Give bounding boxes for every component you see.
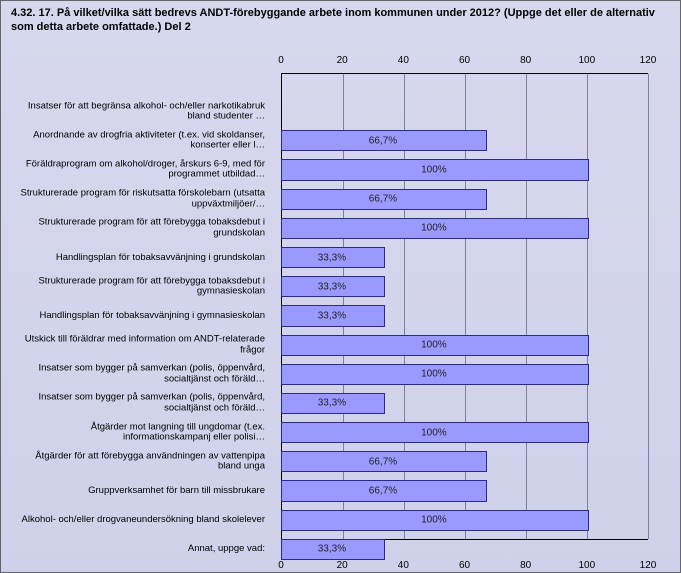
bar-row: Föräldraprogram om alkohol/droger, årsku… [11, 155, 648, 184]
x-tick-label: 40 [398, 55, 409, 66]
bar-label: Anordnande av drogfria aktiviteter (t.ex… [11, 130, 273, 151]
bar-value-label: 100% [421, 223, 447, 234]
bar-row: Alkohol- och/eller drogvaneundersökning … [11, 506, 648, 535]
bar-row: Insatser för att begränsa alkohol- och/e… [11, 97, 648, 126]
bar-value-label: 100% [421, 427, 447, 438]
bar-rows: Insatser för att begränsa alkohol- och/e… [11, 73, 648, 540]
bar-label: Åtgärder för att förebygga användningen … [11, 451, 273, 472]
bar-label: Gruppverksamhet för barn till missbrukar… [11, 486, 273, 496]
x-tick-label: 0 [278, 55, 284, 66]
chart-area: 020406080100120 020406080100120 Insatser… [11, 49, 670, 564]
x-tick-label: 60 [459, 55, 470, 66]
bar-value-label: 100% [421, 340, 447, 351]
bar-row: Åtgärder för att förebygga användningen … [11, 447, 648, 476]
bar-label: Handlingsplan för tobaksavvänjning i gym… [11, 311, 273, 321]
bar-label: Annat, uppge vad: [11, 544, 273, 554]
bar-label: Insatser för att begränsa alkohol- och/e… [11, 101, 273, 122]
bar-value-label: 66,7% [369, 456, 397, 467]
bar-label: Strukturerade program för att förebygga … [11, 276, 273, 297]
bar-label: Åtgärder mot langning till ungdomar (t.e… [11, 422, 273, 443]
bar-label: Insatser som bygger på samverkan (polis,… [11, 393, 273, 414]
x-tick-label: 120 [640, 55, 657, 66]
bar-row: Annat, uppge vad: 33,3% [11, 535, 648, 564]
bar-label: Utskick till föräldrar med information o… [11, 335, 273, 356]
bar-row: Åtgärder mot langning till ungdomar (t.e… [11, 418, 648, 447]
bar-row: Strukturerade program för riskutsatta fö… [11, 185, 648, 214]
bar-value-label: 100% [421, 164, 447, 175]
bar-row: Handlingsplan för tobaksavvänjning i gym… [11, 301, 648, 330]
bar-value-label: 33,3% [318, 252, 346, 263]
bar-label: Strukturerade program för riskutsatta fö… [11, 189, 273, 210]
x-tick-label: 80 [520, 55, 531, 66]
bar-label: Föräldraprogram om alkohol/droger, årsku… [11, 160, 273, 181]
bar-label: Handlingsplan för tobaksavvänjning i gru… [11, 252, 273, 262]
bar-value-label: 100% [421, 515, 447, 526]
bar-value-label: 33,3% [318, 398, 346, 409]
bar-label: Alkohol- och/eller drogvaneundersökning … [11, 515, 273, 525]
chart-title: 4.32. 17. På vilket/vilka sätt bedrevs A… [1, 1, 680, 35]
bar-value-label: 66,7% [369, 194, 397, 205]
bar-row: Insatser som bygger på samverkan (polis,… [11, 389, 648, 418]
bar-row: Anordnande av drogfria aktiviteter (t.ex… [11, 126, 648, 155]
bar-value-label: 100% [421, 369, 447, 380]
x-tick-label: 100 [578, 55, 595, 66]
bar-row: Gruppverksamhet för barn till missbrukar… [11, 476, 648, 505]
bar-label: Strukturerade program för att förebygga … [11, 218, 273, 239]
bar-row: Insatser som bygger på samverkan (polis,… [11, 360, 648, 389]
bar-value-label: 33,3% [318, 281, 346, 292]
bar-row: Strukturerade program för att förebygga … [11, 272, 648, 301]
bar-row: Strukturerade program för att förebygga … [11, 214, 648, 243]
bar-row: Utskick till föräldrar med information o… [11, 331, 648, 360]
bar-value-label: 66,7% [369, 135, 397, 146]
bar-value-label: 66,7% [369, 486, 397, 497]
bar-value-label: 33,3% [318, 544, 346, 555]
x-tick-label: 20 [337, 55, 348, 66]
chart-frame: 4.32. 17. På vilket/vilka sätt bedrevs A… [0, 0, 681, 573]
bar-label: Insatser som bygger på samverkan (polis,… [11, 364, 273, 385]
bar-value-label: 33,3% [318, 310, 346, 321]
bar-row: Handlingsplan för tobaksavvänjning i gru… [11, 243, 648, 272]
grid-line [648, 74, 649, 539]
